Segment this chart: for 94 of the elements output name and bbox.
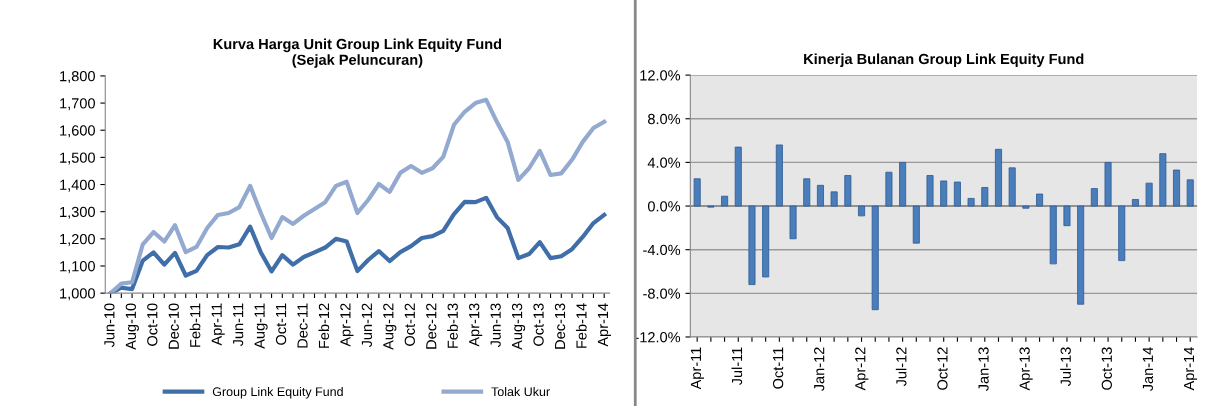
bar: [1186, 179, 1194, 207]
bar: [1173, 169, 1181, 207]
x-tick-label: Jan-13: [978, 347, 989, 392]
bar: [830, 191, 838, 207]
y-tick-label: 8.0%: [648, 113, 681, 125]
x-tick-label: Oct-11: [275, 303, 287, 345]
legend-label: Tolak Ukur: [491, 386, 550, 397]
bar: [1008, 167, 1016, 207]
bar: [844, 175, 852, 207]
x-tick-label: Dec-10: [168, 303, 179, 349]
y-tick-label: -12.0%: [635, 332, 681, 343]
y-tick-label: 0.0%: [647, 201, 681, 212]
bar: [1104, 161, 1112, 207]
bar: [734, 146, 742, 207]
x-tick-label: Jun-13: [490, 303, 501, 348]
y-tick-label: 1,300: [60, 206, 95, 219]
bar: [1159, 153, 1167, 207]
bar: [1063, 205, 1071, 227]
x-tick-label: Feb-14: [575, 303, 587, 348]
x-tick-label: Oct-12: [404, 303, 415, 346]
y-tick-label: -4.0%: [643, 244, 681, 256]
chart-title: Kurva Harga Unit Group Link Equity Fund (Sejak Peluncuran): [213, 38, 502, 68]
x-tick-label: Jul-12: [895, 347, 907, 387]
x-tick-label: Oct-11: [772, 347, 784, 389]
x-tick-label: Jan-14: [1142, 347, 1154, 392]
bar: [1090, 188, 1098, 207]
x-tick-label: Feb-12: [318, 303, 330, 348]
legend-label: Group Link Equity Fund: [212, 386, 343, 399]
y-tick-label: -8.0%: [643, 288, 681, 299]
y-tick-label: 1,500: [60, 152, 95, 165]
x-tick-label: Aug-10: [125, 303, 139, 350]
x-tick-label: Apr-14: [1183, 347, 1198, 391]
bar: [994, 148, 1002, 207]
x-tick-label: Feb-13: [447, 303, 458, 348]
bar: [1118, 205, 1126, 262]
x-tick-label: Apr-13: [1019, 347, 1033, 391]
bar: [1036, 193, 1044, 207]
x-tick-label: Apr-11: [690, 347, 704, 390]
bar: [721, 195, 729, 207]
bar: [940, 180, 948, 207]
bar: [899, 161, 907, 207]
y-tick-label: 4.0%: [647, 157, 681, 168]
x-tick-label: Apr-11: [211, 303, 225, 346]
y-tick-label: 1,200: [60, 233, 95, 246]
bar: [967, 197, 975, 207]
bar: [858, 205, 866, 217]
bar: [789, 205, 797, 240]
x-tick-label: Oct-13: [533, 303, 544, 346]
bar: [816, 184, 824, 207]
bar: [926, 175, 934, 207]
bar: [748, 205, 756, 286]
x-tick-label: Jun-10: [104, 303, 115, 348]
bar: [871, 205, 879, 311]
x-tick-label: Dec-11: [297, 303, 308, 348]
x-tick-label: Aug-11: [254, 303, 268, 349]
x-tick-label: Oct-12: [937, 347, 948, 390]
x-tick-label: Apr-14: [597, 303, 611, 347]
y-tick-label: 1,700: [60, 98, 95, 111]
y-tick-label: 1,100: [60, 261, 95, 274]
x-tick-label: Apr-13: [469, 303, 483, 347]
x-tick-label: Feb-11: [189, 303, 201, 347]
bar: [953, 181, 961, 207]
x-tick-label: Oct-13: [1101, 347, 1112, 390]
x-tick-label: Aug-12: [383, 303, 397, 350]
bar: [1022, 205, 1030, 209]
y-tick-label: 1,600: [60, 125, 95, 138]
x-tick-label: Apr-12: [855, 347, 869, 391]
x-tick-label: Aug-13: [511, 303, 526, 350]
x-tick-label: Jul-13: [1060, 347, 1071, 387]
x-tick-label: Oct-10: [147, 303, 158, 346]
x-tick-label: Jun-11: [233, 303, 244, 347]
x-tick-label: Jul-11: [731, 347, 743, 386]
line-series: [108, 97, 607, 294]
bar: [1131, 199, 1139, 207]
bar: [1145, 182, 1153, 207]
x-tick-label: Jun-12: [361, 303, 373, 348]
y-tick-label: 1,400: [60, 179, 95, 192]
x-tick-label: Jan-12: [814, 347, 825, 392]
bar: [1077, 205, 1085, 305]
y-tick-label: 12.0%: [640, 70, 681, 81]
bar: [885, 171, 893, 207]
x-tick-label: Apr-12: [340, 303, 354, 347]
chart-title: Kinerja Bulanan Group Link Equity Fund: [804, 53, 1084, 68]
bar: [912, 205, 920, 244]
x-tick-label: Dec-13: [554, 303, 566, 349]
bar: [775, 144, 783, 207]
bar: [693, 178, 701, 207]
bar: [762, 205, 770, 278]
bar: [981, 187, 989, 207]
bar: [803, 178, 811, 207]
bar: [1049, 205, 1057, 265]
x-tick-label: Dec-12: [426, 303, 437, 349]
y-tick-label: 1,000: [60, 288, 95, 301]
y-tick-label: 1,800: [60, 71, 95, 84]
